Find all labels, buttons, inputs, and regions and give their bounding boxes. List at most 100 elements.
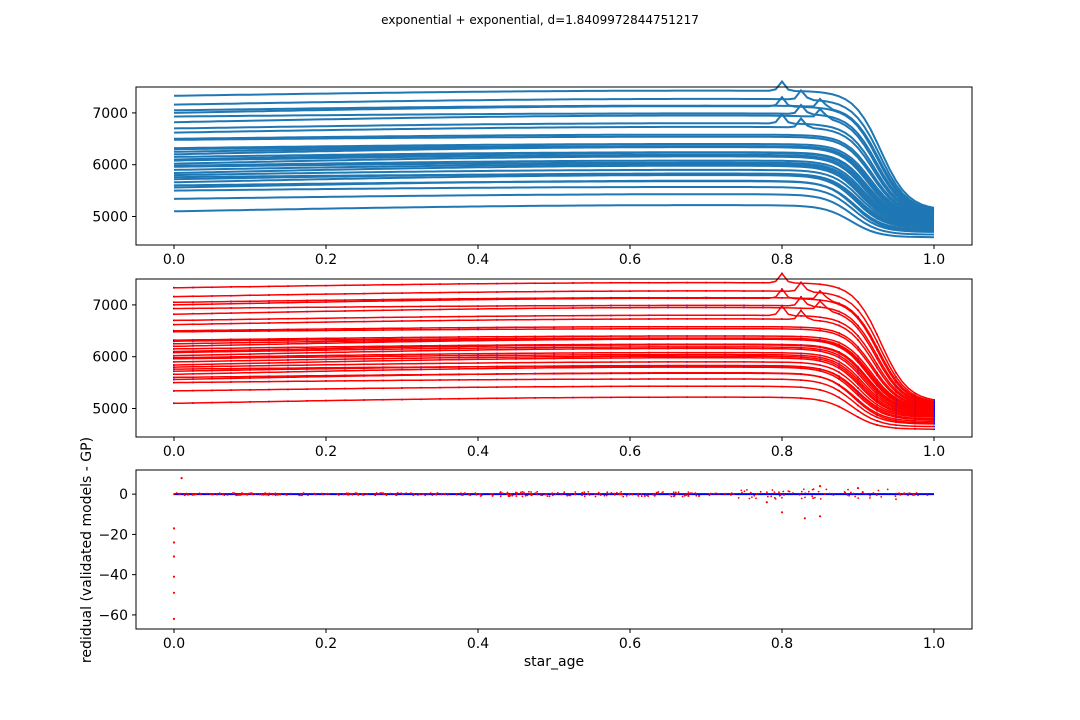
middle-gp-fit-line bbox=[174, 295, 935, 405]
bottom-residual-point bbox=[345, 492, 348, 494]
bottom-residual-point bbox=[746, 489, 748, 491]
bottom-residual-point bbox=[655, 491, 658, 494]
bottom-residual-point bbox=[640, 495, 643, 498]
bottom-residual-point bbox=[568, 494, 570, 497]
bottom-residual-point bbox=[778, 491, 780, 494]
bottom-residual-point bbox=[205, 492, 208, 495]
bottom-residual-point bbox=[546, 495, 549, 497]
bottom-residual-point bbox=[307, 494, 309, 497]
bottom-residual-point bbox=[740, 489, 743, 492]
bottom-residual-point bbox=[618, 492, 621, 495]
bottom-residual-point bbox=[211, 493, 214, 496]
bottom-residual-point bbox=[515, 495, 518, 497]
top-track-line bbox=[173, 186, 934, 233]
bottom-residual-point bbox=[779, 494, 782, 496]
bottom-residual-point bbox=[313, 492, 316, 495]
bottom-xtick-label: 0.8 bbox=[771, 636, 793, 652]
bottom-residual-point bbox=[440, 493, 443, 496]
bottom-residual-point bbox=[183, 494, 186, 497]
bottom-residual-point bbox=[528, 490, 530, 493]
bottom-residual-point bbox=[814, 496, 816, 499]
top-series-group bbox=[173, 79, 935, 239]
bottom-residual-point bbox=[573, 493, 576, 495]
bottom-residual-point bbox=[730, 494, 732, 496]
bottom-residual-point bbox=[694, 492, 697, 495]
bottom-residual-point bbox=[521, 495, 524, 498]
bottom-residual-point bbox=[753, 494, 756, 497]
bottom-residual-point bbox=[713, 492, 715, 495]
bottom-xtick-label: 1.0 bbox=[923, 636, 945, 652]
bottom-residual-point bbox=[499, 491, 502, 493]
bottom-residual-point bbox=[337, 494, 340, 496]
bottom-residual-point bbox=[489, 493, 492, 495]
bottom-residual-point bbox=[804, 496, 806, 499]
bottom-residual-point bbox=[172, 591, 176, 594]
bottom-residual-point bbox=[687, 491, 690, 493]
bottom-residual-point bbox=[800, 497, 803, 500]
bottom-residual-point bbox=[583, 495, 586, 498]
bottom-residual-point bbox=[599, 494, 602, 496]
bottom-residual-point bbox=[509, 493, 512, 495]
bottom-residual-point bbox=[913, 494, 916, 496]
middle-gp-fit-line bbox=[173, 344, 935, 411]
bottom-residual-point bbox=[894, 495, 897, 497]
bottom-residual-point bbox=[172, 575, 176, 578]
bottom-residual-point bbox=[743, 490, 746, 493]
bottom-residual-point bbox=[782, 490, 785, 493]
bottom-residual-point bbox=[732, 493, 735, 496]
bottom-residual-point bbox=[749, 491, 752, 494]
middle-gp-fit-line bbox=[173, 364, 935, 420]
bottom-residual-point bbox=[818, 485, 822, 488]
bottom-residual-point bbox=[715, 492, 717, 495]
middle-xtick-label: 0.0 bbox=[163, 444, 185, 460]
top-track-line bbox=[173, 164, 935, 224]
bottom-residual-point bbox=[850, 491, 852, 494]
bottom-residual-point bbox=[455, 493, 458, 496]
top-track-line bbox=[173, 153, 935, 220]
bottom-residual-point bbox=[605, 494, 608, 497]
middle-xtick-label: 0.4 bbox=[467, 444, 489, 460]
middle-gp-fit-line bbox=[174, 335, 935, 409]
bottom-residual-point bbox=[267, 494, 270, 497]
bottom-residual-point bbox=[322, 493, 324, 496]
bottom-residual-point bbox=[250, 492, 253, 494]
top-track-line bbox=[173, 79, 935, 209]
bottom-residual-point bbox=[915, 492, 918, 494]
bottom-residual-point bbox=[657, 491, 660, 493]
bottom-residual-point bbox=[422, 493, 425, 495]
bottom-residual-point bbox=[926, 494, 929, 496]
bottom-series-group bbox=[172, 477, 934, 621]
bottom-residual-point bbox=[652, 493, 655, 496]
bottom-xtick-label: 0.4 bbox=[467, 636, 489, 652]
bottom-ticks: 0.0 0.2 0.4 0.6 0.8 1.0 0 −20 −40 −60 bbox=[98, 487, 945, 652]
bottom-xlabel: star_age bbox=[524, 654, 584, 670]
bottom-residual-point bbox=[774, 498, 777, 500]
bottom-residual-point bbox=[350, 492, 352, 495]
top-track-line bbox=[173, 88, 935, 211]
bottom-residual-point bbox=[389, 492, 392, 495]
bottom-residual-point bbox=[365, 493, 368, 496]
bottom-residual-point bbox=[265, 493, 268, 496]
bottom-ylabel: redidual (validated models - GP) bbox=[79, 437, 95, 663]
top-ytick-label: 7000 bbox=[92, 106, 128, 122]
middle-gp-fit-line bbox=[173, 272, 935, 401]
bottom-residual-point bbox=[535, 492, 538, 495]
bottom-residual-point bbox=[540, 494, 542, 496]
bottom-residual-point bbox=[917, 494, 919, 497]
bottom-residual-point bbox=[554, 493, 557, 496]
top-ticks: 0.0 0.2 0.4 0.6 0.8 1.0 5000 6000 7000 bbox=[92, 106, 945, 268]
middle-gp-fit-line bbox=[173, 353, 935, 415]
bottom-residual-point bbox=[583, 491, 586, 494]
bottom-residual-point bbox=[326, 492, 328, 495]
bottom-residual-point bbox=[172, 541, 176, 544]
bottom-residual-point bbox=[269, 492, 272, 495]
middle-axes-frame bbox=[135, 278, 973, 438]
bottom-residual-point bbox=[724, 492, 727, 495]
bottom-residual-point bbox=[787, 490, 790, 492]
bottom-residual-point bbox=[402, 493, 404, 496]
bottom-residual-point bbox=[903, 492, 906, 495]
bottom-residual-point bbox=[697, 495, 700, 497]
bottom-residual-point bbox=[444, 493, 446, 496]
bottom-residual-point bbox=[560, 493, 563, 496]
bottom-residual-point bbox=[209, 493, 212, 496]
